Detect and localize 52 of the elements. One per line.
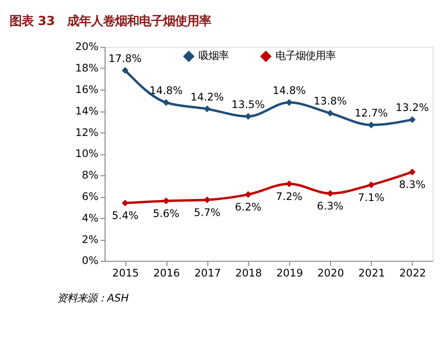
y-tick-label: 16% <box>75 84 98 96</box>
y-tick-label: 2% <box>82 234 98 246</box>
data-label: 14.8% <box>150 84 183 97</box>
chart-title: 图表 33 成年人卷烟和电子烟使用率 <box>10 14 212 28</box>
legend-label: 吸烟率 <box>198 50 228 62</box>
y-tick-label: 10% <box>75 148 98 160</box>
y-tick-label: 14% <box>75 105 98 118</box>
x-tick-label: 2017 <box>194 268 221 280</box>
data-label: 14.2% <box>190 91 224 104</box>
legend-label: 电子烟使用率 <box>275 50 336 62</box>
point <box>286 180 293 188</box>
point <box>204 196 211 204</box>
point <box>368 182 375 188</box>
point <box>408 116 416 123</box>
x-tick-label: 2015 <box>112 268 139 280</box>
x-tick-label: 2022 <box>399 268 426 280</box>
x-tick-label: 2018 <box>235 268 262 280</box>
text: 资料来源：ASH <box>57 292 129 305</box>
y-tick-label: 6% <box>82 190 98 203</box>
x-tick-label: 2021 <box>358 268 385 280</box>
y-tick-label: 4% <box>82 212 98 224</box>
data-label: 14.8% <box>272 84 306 97</box>
point <box>122 67 128 74</box>
point <box>162 99 170 106</box>
point <box>122 200 128 206</box>
data-label: 13.5% <box>232 98 265 111</box>
point <box>244 113 252 120</box>
data-label: 6.2% <box>234 202 262 214</box>
y-tick-label: 18% <box>75 62 98 75</box>
x-tick-label: 2016 <box>153 268 180 280</box>
x-tick-label: 2020 <box>317 268 344 280</box>
data-label: 13.8% <box>314 96 347 108</box>
data-label: 5.7% <box>194 207 220 220</box>
data-label: 5.6% <box>152 208 180 220</box>
data-label: 12.7% <box>354 107 388 120</box>
data-label: 17.8% <box>108 52 142 65</box>
y-tick-label: 8% <box>82 170 98 182</box>
data-label: 6.3% <box>316 200 344 213</box>
point <box>244 191 252 198</box>
data-label: 13.2% <box>396 102 429 114</box>
point <box>408 168 416 176</box>
y-tick-label: 20% <box>75 41 98 54</box>
point <box>162 198 170 204</box>
point <box>326 110 334 117</box>
y-tick-label: 12% <box>75 126 98 139</box>
point <box>204 106 211 112</box>
x-tick-label: 2019 <box>276 268 303 280</box>
data-label: 7.1% <box>358 192 385 204</box>
data-label: 8.3% <box>398 179 426 192</box>
data-label: 7.2% <box>276 190 303 203</box>
data-label: 5.4% <box>112 210 138 222</box>
y-tick-label: 0% <box>82 255 98 268</box>
